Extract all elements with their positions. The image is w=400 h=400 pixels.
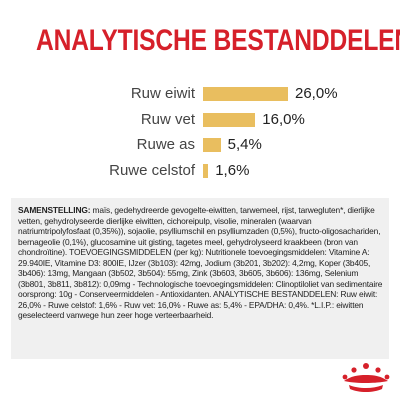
category-label: Ruwe as — [136, 136, 195, 153]
bar-value-label: 16,0% — [262, 110, 305, 128]
bar — [203, 138, 221, 152]
composition-body: maïs, gedehydreerde gevogelte-eiwitten, … — [18, 205, 383, 320]
composition-heading: SAMENSTELLING: — [18, 205, 91, 215]
bar — [203, 163, 209, 178]
bar-value-label: 26,0% — [295, 85, 338, 102]
composition-panel — [11, 198, 389, 359]
royal-canin-crown-icon — [342, 363, 390, 392]
bar-value-label: 5,4% — [227, 136, 262, 153]
category-label: Ruw vet — [140, 110, 195, 128]
bar — [203, 87, 288, 101]
composition-text-block: SAMENSTELLING: maïs, gedehydreerde gevog… — [18, 205, 383, 321]
bar-value-label: 1,6% — [215, 161, 250, 179]
nutrient-bar-chart: Ruw eiwit 26,0% Ruw vet 16,0% Ruwe as 5,4% Ruw… — [109, 85, 338, 179]
category-label: Ruwe celstof — [109, 161, 195, 179]
page-title: ANALYTISCHE BESTANDDELEN — [36, 24, 400, 57]
bar — [203, 112, 256, 127]
category-label: Ruw eiwit — [130, 85, 195, 102]
